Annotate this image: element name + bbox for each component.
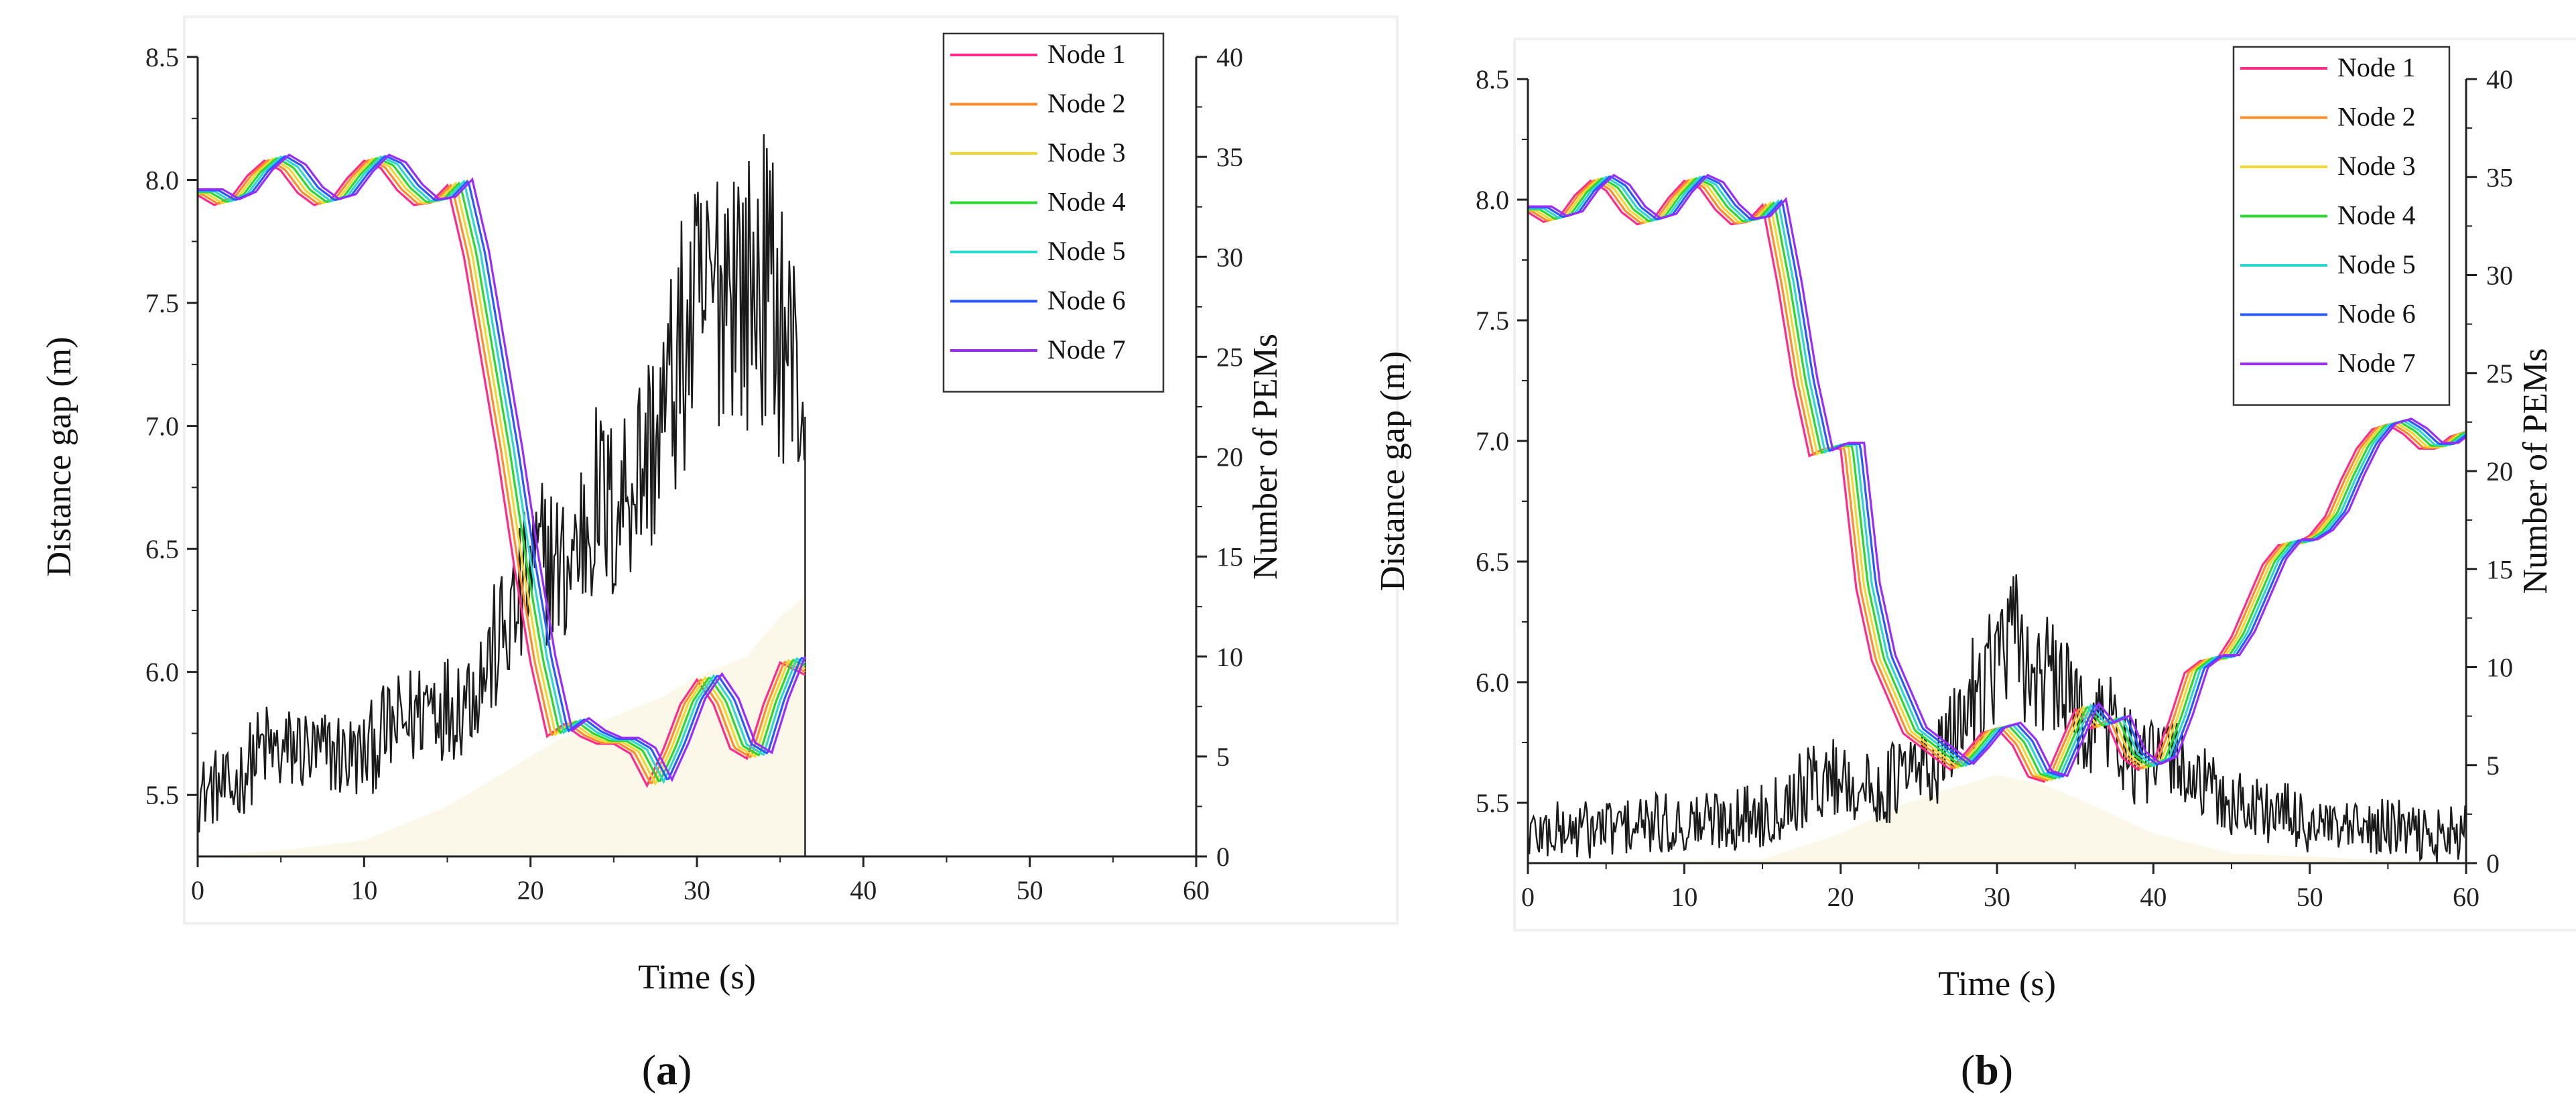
legend-label-node-1: Node 1 bbox=[1047, 39, 1126, 69]
x-axis-label: Time (s) bbox=[1938, 965, 2056, 1003]
panel-label-close: ) bbox=[678, 1046, 692, 1094]
legend-label-node-1: Node 1 bbox=[2337, 52, 2416, 82]
legend-label-node-6: Node 6 bbox=[2337, 299, 2416, 329]
legend-label-node-2: Node 2 bbox=[1047, 88, 1126, 119]
y2-tick-label: 10 bbox=[1216, 642, 1243, 672]
legend-label-node-5: Node 5 bbox=[1047, 236, 1126, 266]
y2-tick-label: 0 bbox=[2486, 848, 2500, 879]
legend-box bbox=[2232, 46, 2451, 406]
y-tick-label: 8.5 bbox=[1476, 64, 1509, 94]
x-tick-label: 10 bbox=[1671, 882, 1697, 912]
y-tick-label: 8.0 bbox=[1476, 185, 1509, 215]
node-3-line bbox=[198, 157, 806, 786]
panel-label-letter: a bbox=[656, 1046, 678, 1094]
y-tick-label: 7.5 bbox=[145, 288, 179, 318]
pem-fill-area bbox=[198, 596, 806, 856]
legend-label-node-4: Node 4 bbox=[1047, 187, 1126, 217]
panel-label: (a) bbox=[642, 1046, 692, 1094]
pem-series-line bbox=[197, 134, 806, 833]
y-tick-label: 6.5 bbox=[1476, 547, 1509, 577]
x-tick-label: 40 bbox=[850, 875, 877, 905]
legend-label-node-6: Node 6 bbox=[1047, 285, 1126, 316]
legend-label-node-3: Node 3 bbox=[1047, 137, 1126, 168]
x-tick-label: 40 bbox=[2140, 882, 2167, 912]
y2-tick-label: 20 bbox=[2486, 456, 2513, 487]
node-7-line bbox=[1528, 174, 2467, 777]
x-tick-label: 0 bbox=[191, 875, 204, 905]
legend: Node 1 Node 2 Node 3 Node 4 Node 5 Node 6 Node… bbox=[942, 32, 1165, 393]
y-tick-label: 6.0 bbox=[145, 657, 179, 688]
panel-label-open: ( bbox=[642, 1046, 656, 1094]
y-tick-label: 6.0 bbox=[1476, 667, 1509, 698]
node-7-line bbox=[198, 153, 806, 783]
y2-tick-label: 20 bbox=[1216, 442, 1243, 472]
legend: Node 1 Node 2 Node 3 Node 4 Node 5 Node 6 Node… bbox=[2232, 46, 2451, 406]
legend-label-node-7: Node 7 bbox=[1047, 334, 1126, 365]
legend-label-node-4: Node 4 bbox=[2337, 200, 2416, 231]
y-tick-label: 5.5 bbox=[145, 780, 179, 810]
node-2-line bbox=[198, 159, 806, 785]
legend-label-node-7: Node 7 bbox=[2337, 348, 2416, 378]
y2-tick-label: 40 bbox=[1216, 42, 1243, 72]
chart-panel-b: 0 10 20 30 40 50 60 5.5 6.0 6.5 7.0 7.5 8.0 8.5 0 5 10 15… bbox=[1374, 38, 2576, 1094]
y-tick-label: 6.5 bbox=[145, 534, 179, 564]
y-tick-label: 7.0 bbox=[145, 411, 179, 442]
x-tick-label: 20 bbox=[517, 875, 544, 905]
y2-tick-label: 30 bbox=[2486, 261, 2513, 291]
panel-label-close: ) bbox=[1999, 1046, 2013, 1094]
legend-label-node-3: Node 3 bbox=[2337, 151, 2416, 181]
x-tick-label: 60 bbox=[2453, 882, 2480, 912]
y2-tick-label: 5 bbox=[2486, 751, 2500, 781]
x-tick-label: 60 bbox=[1183, 875, 1210, 905]
node-6-line bbox=[198, 155, 806, 781]
x-tick-label: 30 bbox=[1984, 882, 2010, 912]
y-axis-label: Distance gap (m) bbox=[40, 336, 78, 576]
panel-frame bbox=[183, 15, 1399, 925]
y2-tick-label: 25 bbox=[1216, 342, 1243, 372]
chart-panel-a: 0 10 20 30 40 50 60 5.5 6.0 6.5 7.0 7.5 8.0 8.5 0 5 10 15… bbox=[40, 15, 1399, 1094]
panel-label-open: ( bbox=[1961, 1046, 1975, 1094]
panel-label: (b) bbox=[1961, 1046, 2013, 1094]
y-tick-label: 7.0 bbox=[1476, 426, 1509, 456]
y2-tick-label: 35 bbox=[1216, 142, 1243, 172]
y2-tick-label: 30 bbox=[1216, 242, 1243, 272]
legend-label-node-5: Node 5 bbox=[2337, 249, 2416, 279]
y-tick-label: 5.5 bbox=[1476, 788, 1509, 818]
pem-series-line bbox=[1527, 574, 2466, 864]
legend-label-node-2: Node 2 bbox=[2337, 102, 2416, 132]
y2-tick-label: 10 bbox=[2486, 653, 2513, 683]
y2-tick-label: 35 bbox=[2486, 162, 2513, 192]
pem-fill-area bbox=[1528, 775, 2466, 863]
y2-tick-label: 25 bbox=[2486, 359, 2513, 389]
panel-label-letter: b bbox=[1975, 1046, 1999, 1094]
y2-tick-label: 5 bbox=[1216, 742, 1230, 772]
y2-axis-label: Number of PEMs bbox=[1246, 334, 1285, 580]
x-tick-label: 0 bbox=[1521, 882, 1535, 912]
y-tick-label: 8.5 bbox=[145, 42, 179, 72]
y-axis-label: Distance gap (m) bbox=[1374, 351, 1412, 591]
y2-tick-label: 0 bbox=[1216, 842, 1230, 872]
y-tick-label: 7.5 bbox=[1476, 306, 1509, 336]
x-tick-label: 50 bbox=[1017, 875, 1043, 905]
x-axis-label: Time (s) bbox=[638, 958, 756, 996]
y2-axis-label: Number of PEMs bbox=[2516, 348, 2555, 594]
x-tick-label: 10 bbox=[350, 875, 377, 905]
y2-tick-label: 15 bbox=[1216, 542, 1243, 572]
x-tick-label: 50 bbox=[2297, 882, 2323, 912]
x-tick-label: 30 bbox=[684, 875, 710, 905]
y-tick-label: 8.0 bbox=[145, 166, 179, 196]
y2-tick-label: 15 bbox=[2486, 554, 2513, 584]
y2-tick-label: 40 bbox=[2486, 64, 2513, 94]
panel-frame bbox=[1513, 38, 2576, 931]
node-4-line bbox=[198, 157, 806, 783]
legend-box bbox=[942, 32, 1165, 393]
node-5-line bbox=[198, 155, 806, 785]
x-tick-label: 20 bbox=[1827, 882, 1854, 912]
